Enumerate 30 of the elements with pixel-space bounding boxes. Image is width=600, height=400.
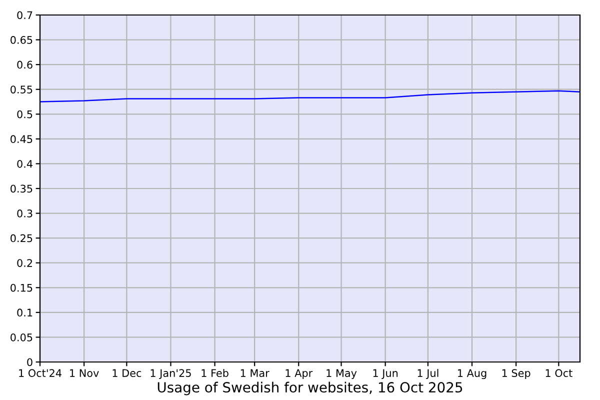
x-tick-label: 1 Jan'25 (150, 369, 191, 379)
x-tick-label: 1 Feb (202, 368, 228, 378)
x-tick-label: 1 Mar (240, 369, 270, 378)
y-tick-label: 0.35 (10, 184, 32, 193)
x-tick-label: 1 May (326, 369, 357, 380)
y-tick-label: 0.4 (17, 160, 32, 168)
y-tick-label: 0.5 (17, 110, 32, 118)
x-tick-label: 1 Dec (112, 369, 142, 378)
y-tick-label: 0.1 (17, 308, 32, 317)
y-tick-label: 0.05 (10, 333, 32, 342)
y-tick-label: 0.6 (17, 60, 32, 69)
x-tick-label: 1 Jun (373, 369, 398, 379)
y-tick-label: 0.3 (17, 210, 32, 218)
y-tick-label: 0.7 (17, 11, 32, 20)
x-tick-label: 1 Apr (286, 369, 313, 380)
x-tick-label: 1 Jul (418, 368, 438, 379)
x-tick-label: 1 Oct'24 (19, 369, 62, 378)
x-tick-label: 1 Aug (458, 369, 486, 380)
line-series (40, 90, 580, 102)
y-tick-label: 0.45 (10, 135, 32, 144)
y-tick-label: 0.65 (10, 36, 32, 44)
y-tick-label: 0.2 (17, 259, 32, 267)
y-tick-label: 0.55 (10, 86, 32, 94)
x-tick-label: 1 Sep (502, 369, 530, 380)
x-tick-label: 1 Nov (70, 369, 99, 378)
y-tick-label: 0.15 (10, 284, 32, 292)
y-tick-label: 0.25 (10, 234, 32, 242)
x-axis-title: Usage of Swedish for websites, 16 Oct 2025 (158, 382, 462, 396)
x-tick-label: 1 Oct (546, 369, 572, 378)
y-tick-label: 0 (27, 358, 32, 366)
